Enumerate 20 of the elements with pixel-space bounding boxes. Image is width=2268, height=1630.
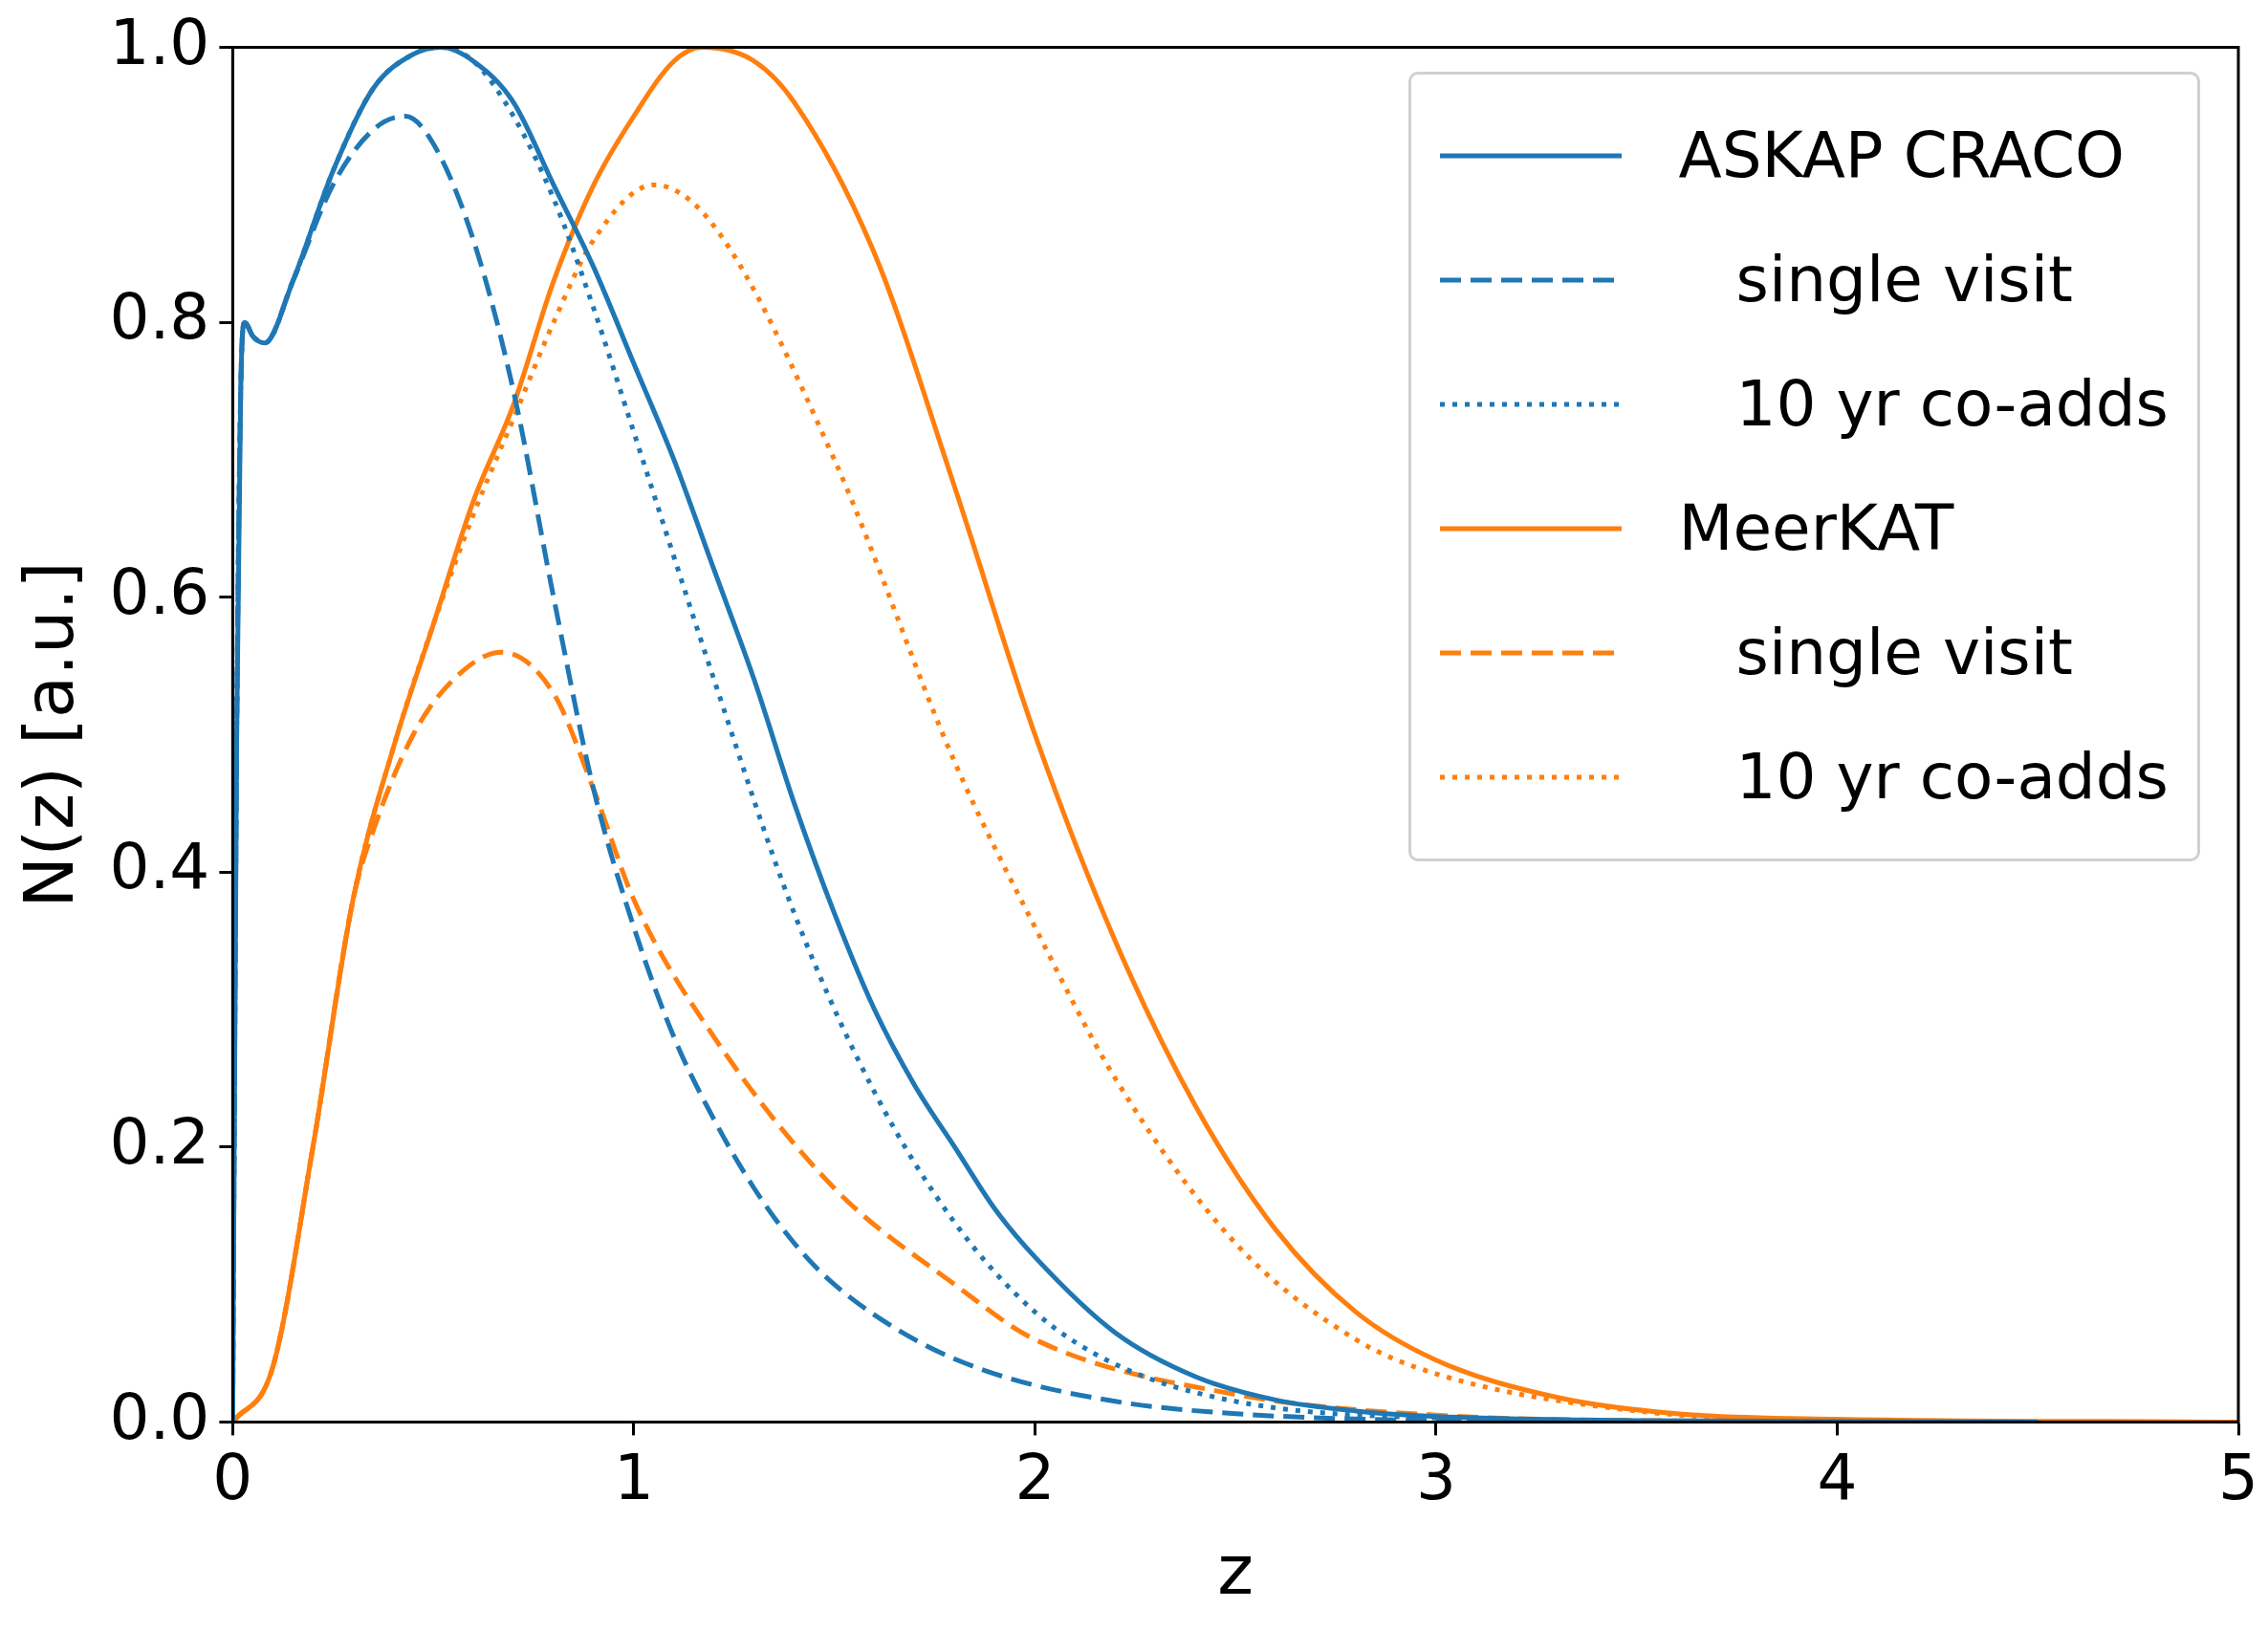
x-axis-title: z <box>1217 1529 1254 1610</box>
y-axis-title: N(z) [a.u.] <box>8 561 89 908</box>
y-tick-label: 0.2 <box>109 1104 210 1179</box>
x-tick-label: 2 <box>1014 1441 1056 1515</box>
y-tick-label: 0.8 <box>109 280 210 355</box>
legend-label: MeerKAT <box>1678 491 1954 566</box>
legend-label: ASKAP CRACO <box>1678 119 2125 193</box>
y-tick-label: 0.4 <box>109 830 210 904</box>
x-tick-label: 4 <box>1817 1441 1858 1515</box>
y-tick-label: 0.0 <box>109 1380 210 1454</box>
x-tick-label: 5 <box>2218 1441 2258 1515</box>
legend-label: 10 yr co-adds <box>1734 367 2170 442</box>
y-tick-label: 0.6 <box>109 554 210 629</box>
legend-label: 10 yr co-adds <box>1734 740 2170 815</box>
y-tick-label: 1.0 <box>109 5 210 79</box>
legend-label: single visit <box>1734 616 2073 690</box>
x-tick-label: 1 <box>613 1441 654 1515</box>
x-tick-label: 3 <box>1415 1441 1456 1515</box>
legend-label: single visit <box>1734 243 2073 317</box>
x-tick-label: 0 <box>212 1441 253 1515</box>
